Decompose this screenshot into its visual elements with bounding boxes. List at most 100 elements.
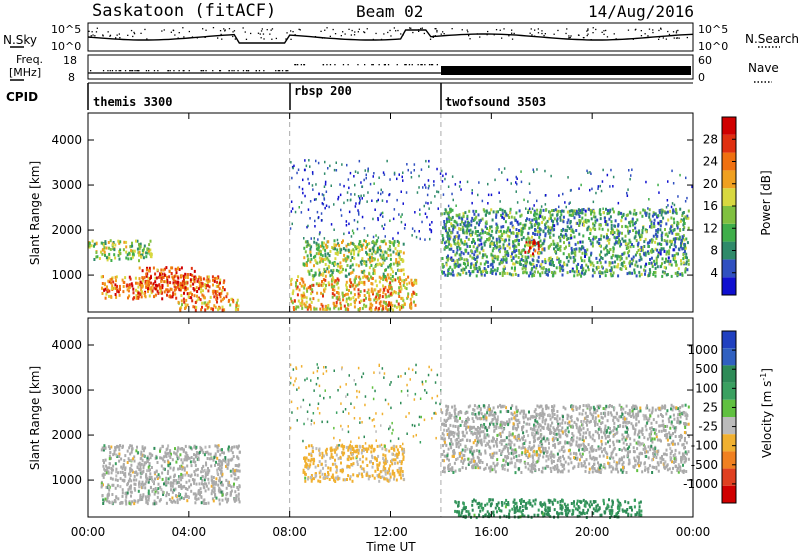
velocity-cell bbox=[185, 458, 188, 462]
velocity-cell bbox=[108, 501, 111, 505]
velocity-cell bbox=[110, 445, 113, 449]
power-cell bbox=[521, 230, 524, 234]
power-cell bbox=[682, 253, 685, 256]
noise-search-point bbox=[397, 29, 399, 32]
power-cell bbox=[308, 243, 311, 247]
power-cell bbox=[154, 287, 157, 291]
velocity-cell bbox=[230, 448, 233, 452]
power-cell bbox=[362, 275, 365, 279]
power-cell bbox=[398, 295, 401, 298]
velocity-cell bbox=[156, 495, 159, 499]
power-cell bbox=[486, 227, 488, 230]
power-cell bbox=[648, 208, 651, 212]
velocity-cell bbox=[356, 445, 358, 448]
power-cell bbox=[340, 214, 343, 217]
power-cell bbox=[421, 220, 423, 224]
power-cell bbox=[175, 296, 178, 300]
power-cell bbox=[384, 242, 387, 246]
velocity-cell bbox=[169, 456, 172, 459]
power-cell bbox=[549, 231, 552, 235]
power-cell bbox=[671, 211, 674, 215]
power-cell bbox=[397, 260, 400, 264]
power-cell bbox=[469, 272, 472, 276]
power-cell bbox=[583, 259, 586, 263]
power-colorbar-swatch bbox=[722, 223, 736, 242]
power-cell bbox=[298, 206, 300, 209]
power-cell bbox=[494, 244, 497, 248]
power-cell bbox=[197, 287, 200, 291]
power-cell bbox=[318, 271, 321, 275]
power-cell bbox=[363, 282, 366, 286]
power-cell bbox=[616, 254, 619, 258]
power-cell bbox=[212, 291, 215, 295]
noise-search-point bbox=[421, 27, 423, 29]
power-cell bbox=[361, 185, 364, 188]
power-cell bbox=[331, 292, 334, 296]
power-cell bbox=[510, 215, 513, 219]
power-cell bbox=[131, 255, 134, 259]
power-cell bbox=[527, 200, 529, 203]
noise-search-point bbox=[275, 37, 277, 40]
power-cell bbox=[533, 214, 536, 218]
velocity-cell bbox=[311, 446, 314, 450]
power-cell bbox=[490, 208, 493, 212]
velocity-cell bbox=[164, 454, 167, 458]
power-cell bbox=[681, 235, 684, 239]
power-cell bbox=[166, 288, 169, 292]
power-cell bbox=[447, 185, 450, 188]
power-cell bbox=[651, 214, 654, 218]
power-cell bbox=[535, 264, 538, 267]
power-cell bbox=[91, 239, 94, 243]
power-cell bbox=[534, 232, 536, 236]
power-cell bbox=[318, 282, 321, 286]
velocity-cell bbox=[175, 460, 178, 464]
power-cell bbox=[515, 234, 518, 238]
power-cell bbox=[608, 210, 611, 214]
velocity-cell bbox=[184, 487, 187, 490]
power-cell bbox=[289, 279, 292, 283]
power-cell bbox=[370, 282, 373, 285]
power-cell bbox=[682, 228, 685, 231]
velocity-cell bbox=[141, 486, 144, 489]
power-cell bbox=[636, 218, 639, 222]
power-cell bbox=[418, 186, 420, 189]
velocity-cell bbox=[352, 456, 355, 460]
velocity-cell bbox=[161, 490, 164, 494]
power-cell bbox=[322, 307, 324, 311]
power-cell bbox=[376, 200, 378, 203]
power-cell bbox=[626, 213, 629, 217]
velocity-cell bbox=[324, 459, 327, 463]
velocity-cell bbox=[140, 482, 143, 486]
velocity-cell bbox=[173, 499, 175, 503]
power-cell bbox=[684, 215, 687, 219]
power-cell bbox=[145, 251, 148, 255]
noise-search-point bbox=[495, 29, 498, 31]
power-cell bbox=[163, 290, 166, 294]
velocity-cell bbox=[194, 473, 197, 477]
velocity-cell bbox=[321, 472, 324, 476]
power-cell bbox=[103, 288, 106, 292]
power-cell bbox=[609, 248, 612, 252]
power-cell bbox=[485, 268, 488, 272]
power-cell bbox=[299, 282, 302, 285]
power-cell bbox=[356, 227, 359, 231]
velocity-cell bbox=[214, 452, 217, 456]
nave-point bbox=[285, 70, 287, 72]
power-cell bbox=[549, 214, 552, 218]
power-colorbar-swatch bbox=[722, 152, 736, 171]
power-cell bbox=[577, 270, 580, 273]
power-cell bbox=[105, 256, 108, 260]
velocity-cell bbox=[163, 482, 165, 486]
power-cell bbox=[371, 252, 374, 256]
noise-search-point bbox=[363, 31, 365, 33]
power-cell bbox=[118, 287, 121, 291]
power-cell bbox=[544, 223, 547, 227]
velocity-cell bbox=[129, 490, 132, 494]
velocity-cell bbox=[114, 478, 117, 482]
velocity-cell bbox=[235, 477, 238, 481]
velocity-cell bbox=[356, 460, 359, 464]
power-cell bbox=[221, 289, 224, 293]
power-cell bbox=[159, 273, 161, 277]
power-cell bbox=[441, 180, 444, 183]
velocity-cell bbox=[147, 491, 150, 495]
